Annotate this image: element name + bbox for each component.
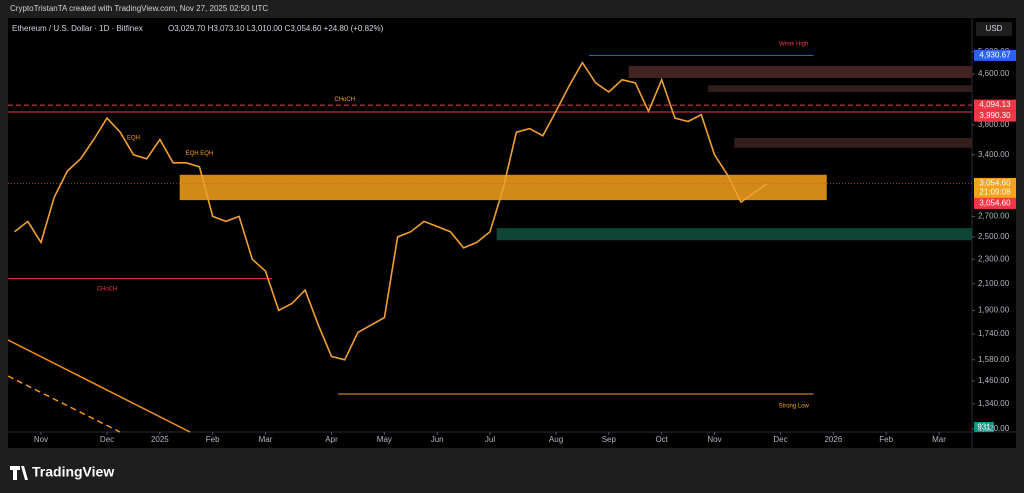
x-tick-label: Mar: [259, 435, 273, 444]
price-label: 4,930.67: [979, 50, 1011, 59]
y-tick-label: 2,300.00: [978, 254, 1010, 263]
price-label-box: [974, 49, 1016, 61]
x-tick-label: Nov: [34, 435, 48, 444]
price-label-box: [974, 99, 1016, 111]
x-tick-label: May: [377, 435, 392, 444]
y-tick-label: 2,100.00: [978, 279, 1010, 288]
price-label: 4,094.13: [979, 100, 1011, 109]
y-tick-label: 1,740.00: [978, 329, 1010, 338]
zone: [496, 228, 972, 241]
currency-box[interactable]: [976, 22, 1012, 36]
price-countdown: 21:09:08: [979, 188, 1011, 197]
x-tick-label: Mar: [932, 435, 946, 444]
annotation: CHoCH: [97, 286, 118, 292]
trendline: [7, 375, 121, 433]
price-label: 3,054.60: [979, 199, 1011, 208]
x-tick-label: Jul: [485, 435, 495, 444]
y-tick-label: 1,580.00: [978, 355, 1010, 364]
y-tick-label: 3,400.00: [978, 150, 1010, 159]
annotation: Strong Low: [779, 403, 810, 409]
price-label: 3,990.30: [979, 111, 1011, 120]
y-tick-label: 1,460.00: [978, 376, 1010, 385]
annotation: EQH EQH: [186, 151, 214, 157]
annotation: EQH: [127, 136, 140, 142]
x-tick-label: Jun: [431, 435, 444, 444]
zone: [628, 65, 972, 79]
logo: TradingView: [10, 464, 114, 480]
y-tick-label: 1,900.00: [978, 306, 1010, 315]
trendline: [7, 339, 191, 433]
annotation: CHoCH: [334, 97, 355, 103]
x-tick-label: Feb: [206, 435, 220, 444]
y-tick-label: 4,600.00: [978, 69, 1010, 78]
y-tick-label: 3,800.00: [978, 120, 1010, 129]
y-tick-label: 1,340.00: [978, 399, 1010, 408]
credit: CryptoTristanTA created with TradingView…: [10, 4, 268, 13]
x-tick-label: Feb: [879, 435, 893, 444]
x-tick-label: 2025: [151, 435, 169, 444]
volume-label-box: [974, 422, 994, 432]
x-tick-label: Dec: [773, 435, 787, 444]
y-tick-label: 2,500.00: [978, 232, 1010, 241]
price-label-box: [974, 197, 1016, 209]
x-tick-label: Oct: [655, 435, 668, 444]
annotation: Weak High: [779, 41, 808, 47]
y-tick-label: 2,700.00: [978, 212, 1010, 221]
x-tick-label: Apr: [325, 435, 338, 444]
y-tick-label: 1,220.00: [978, 424, 1010, 433]
x-tick-label: Sep: [602, 435, 617, 444]
volume-label: 931: [977, 423, 991, 432]
x-tick-label: Nov: [707, 435, 721, 444]
x-tick-label: 2026: [824, 435, 842, 444]
price-line: [14, 61, 768, 361]
price-label-box: [974, 110, 1016, 122]
logo-text: TradingView: [32, 464, 114, 480]
symbol: Ethereum / U.S. Dollar · 1D · Bitfinex: [12, 24, 143, 33]
ohlc: O3,029.70 H3,073.10 L3,010.00 C3,054.60 …: [168, 24, 384, 33]
price-label: 3,054.60: [979, 179, 1011, 188]
currency[interactable]: USD: [986, 24, 1003, 33]
zone: [734, 138, 972, 148]
x-tick-label: Dec: [100, 435, 114, 444]
x-tick-label: Aug: [549, 435, 563, 444]
price-label-box: [974, 177, 1016, 198]
zone: [707, 85, 972, 92]
logo-mark: [10, 466, 28, 480]
